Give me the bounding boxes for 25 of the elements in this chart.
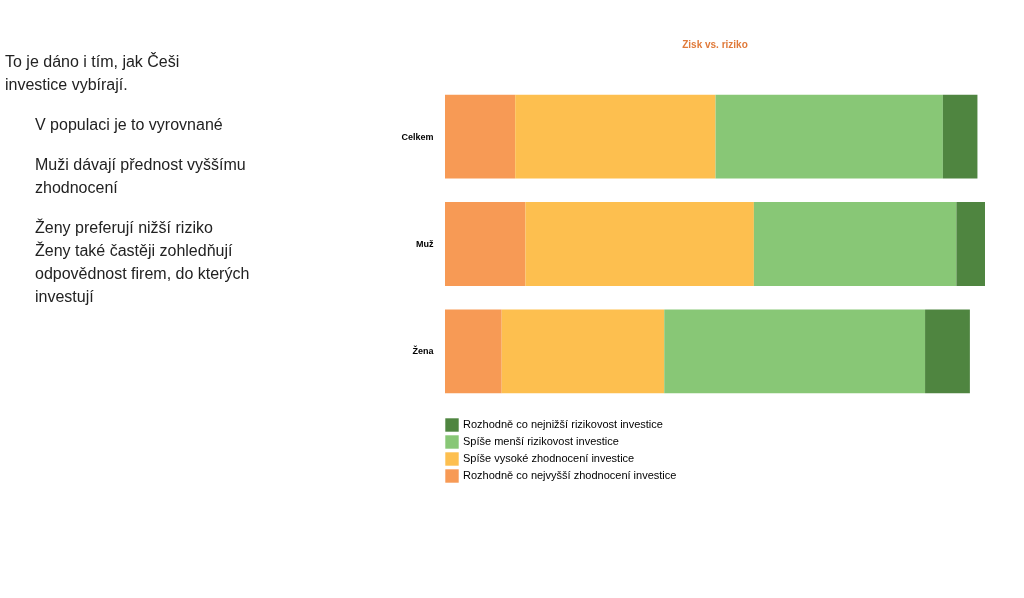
y-tick-label: Celkem xyxy=(401,131,434,142)
y-tick-label: Muž xyxy=(416,239,434,249)
bar xyxy=(501,309,665,394)
bar xyxy=(445,202,526,286)
legend-label: Rozhodně co nejnižší rizikovost investice xyxy=(463,418,663,430)
chart-title: Zisk vs. riziko xyxy=(682,39,748,50)
bar xyxy=(664,309,926,394)
text: To je dáno i tím, jak Češi investice vybírají. xyxy=(5,52,180,93)
text: Ženy také častěji zohledňují odpovědnost firem, do kterých investují xyxy=(35,241,250,305)
bar xyxy=(525,202,754,286)
legend-label: Rozhodně co nejvyšší zhodnocení investice xyxy=(463,469,677,481)
text: V populaci je to vyrovnané xyxy=(35,116,223,133)
bar xyxy=(956,202,985,286)
legend-label: Spíše vysoké zhodnocení investice xyxy=(463,452,635,464)
bar xyxy=(715,94,943,179)
legend-label: Spíše menší rizikovost investice xyxy=(463,435,619,447)
bar xyxy=(753,202,957,286)
text: Ženy preferují nižší riziko xyxy=(35,218,213,236)
bar xyxy=(445,309,502,394)
bar xyxy=(445,94,516,179)
bar xyxy=(942,94,978,179)
bar xyxy=(515,94,716,179)
bar xyxy=(925,309,970,394)
text: Muži dávají přednost vyššímu zhodnocení xyxy=(35,156,246,196)
y-tick-label: Žena xyxy=(412,345,435,357)
